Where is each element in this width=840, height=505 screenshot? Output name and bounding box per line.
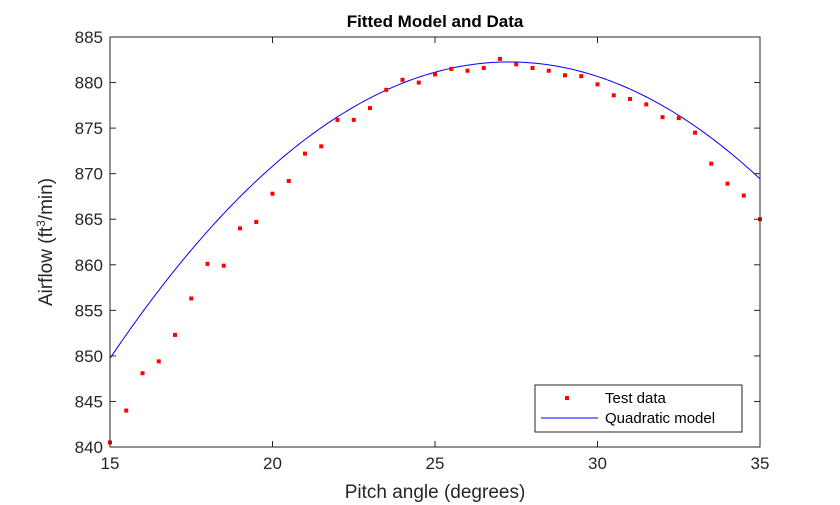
data-point [514,62,519,67]
quadratic-model-line [110,61,760,359]
data-point [741,193,746,198]
y-axis-label-suffix: /min) [36,178,57,220]
data-point [644,102,649,107]
data-point [595,82,600,87]
y-axis-label-prefix: Airflow (ft [36,226,57,306]
data-point [563,73,567,78]
y-tick-label: 865 [75,210,103,229]
plot-background [110,37,760,447]
data-point [156,359,161,364]
data-point [676,116,681,121]
data-point [140,371,145,376]
y-tick-label: 845 [75,392,103,411]
data-point [384,87,389,92]
x-tick-label: 20 [263,454,282,473]
data-point [173,332,177,337]
legend-box [534,384,743,433]
y-axis: 840 845 850 855 860 865 870 875 880 885 [75,28,760,457]
data-point [693,130,697,135]
data-point [205,261,210,266]
y-tick-label: 885 [75,28,103,47]
data-point [660,115,665,120]
data-point [124,408,129,413]
data-point [286,178,291,183]
data-point [579,74,584,79]
data-point [449,66,454,71]
data-point [351,117,356,122]
data-point [530,65,535,70]
y-tick-label: 855 [75,301,103,320]
data-point [628,96,632,101]
y-tick-label: 875 [75,119,103,138]
data-point [221,263,226,268]
data-point [481,65,486,70]
x-tick-label: 35 [751,454,770,473]
data-point [335,117,340,122]
data-point [238,226,242,231]
data-point [368,106,372,111]
y-axis-label-superscript: 3 [34,220,48,227]
y-tick-label: 860 [75,256,103,275]
data-point [319,144,324,149]
data-point [303,151,307,156]
data-point [270,191,275,196]
y-tick-label: 850 [75,347,103,366]
y-tick-label: 870 [75,165,103,184]
data-point [725,181,730,186]
legend: Test data Quadratic model [534,384,743,433]
x-axis-label: Pitch angle (degrees) [345,482,526,503]
y-axis-label: Airflow (ft3/min) [34,178,57,306]
data-point [611,93,616,98]
data-point [498,56,502,61]
y-tick-label: 880 [75,74,103,93]
data-point [189,296,194,301]
data-point [400,77,405,82]
x-tick-label: 30 [588,454,607,473]
data-point [465,68,470,73]
legend-label-quadratic-model: Quadratic model [605,410,715,427]
legend-label-test-data: Test data [605,390,667,407]
x-tick-label: 25 [426,454,445,473]
y-tick-label: 840 [75,438,103,457]
data-point [416,80,421,85]
x-tick-label: 15 [101,454,120,473]
legend-marker-test-data [565,396,569,400]
data-point [709,161,714,166]
data-point [254,219,259,224]
data-point [433,72,437,77]
data-point [546,68,551,73]
chart-title: Fitted Model and Data [347,12,524,31]
plot-area [108,36,762,448]
x-axis: 15 20 25 30 35 [101,37,770,473]
